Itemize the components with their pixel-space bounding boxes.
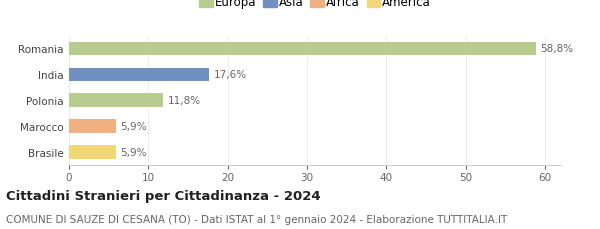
Text: COMUNE DI SAUZE DI CESANA (TO) - Dati ISTAT al 1° gennaio 2024 - Elaborazione TU: COMUNE DI SAUZE DI CESANA (TO) - Dati IS… <box>6 214 507 224</box>
Bar <box>69 120 116 133</box>
Bar <box>69 94 163 107</box>
Text: 17,6%: 17,6% <box>214 70 247 80</box>
Legend: Europa, Asia, Africa, America: Europa, Asia, Africa, America <box>197 0 433 11</box>
Text: 58,8%: 58,8% <box>541 44 574 54</box>
Text: Cittadini Stranieri per Cittadinanza - 2024: Cittadini Stranieri per Cittadinanza - 2… <box>6 189 320 202</box>
Text: 11,8%: 11,8% <box>167 96 200 106</box>
Bar <box>69 146 116 159</box>
Text: 5,9%: 5,9% <box>121 122 147 131</box>
Text: 5,9%: 5,9% <box>121 147 147 157</box>
Bar <box>69 68 209 82</box>
Bar <box>69 42 536 56</box>
